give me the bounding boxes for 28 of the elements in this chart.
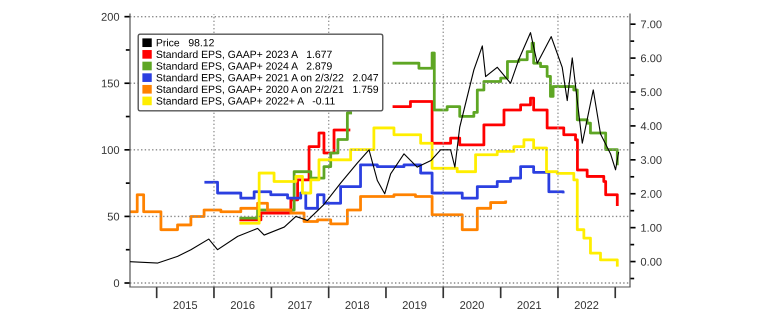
y2-tick-label: 4.00 — [640, 122, 662, 130]
y-tick-label: 150 — [102, 80, 120, 88]
x-tick-label: 2022 — [574, 301, 598, 310]
x-tick-label: 2018 — [345, 301, 370, 310]
legend-label: Standard EPS, GAAP+ 2021 A on 2/3/22 2.047 — [156, 74, 378, 83]
y-tick-label: 100 — [102, 146, 120, 154]
legend-label: Price 98.12 — [156, 38, 214, 46]
x-tick-label: 2020 — [460, 301, 484, 310]
line-series — [130, 32, 620, 264]
legend-label: Standard EPS, GAAP+ 2024 A 2.879 — [156, 62, 332, 71]
y-tick-label: 0 — [114, 279, 120, 288]
y-tick-label: 200 — [102, 12, 120, 21]
y-tick-label: 50 — [108, 212, 120, 221]
legend-label: Standard EPS, GAAP+ 2020 A on 2/2/21 1.759 — [156, 85, 378, 94]
y2-tick-label: 5.00 — [640, 88, 662, 96]
y2-tick-label: 0.00 — [640, 258, 662, 266]
y2-tick-label: 3.00 — [640, 156, 662, 164]
y2-tick-label: 6.00 — [640, 54, 662, 62]
x-tick-label: 2021 — [517, 301, 542, 310]
x-tick-label: 2019 — [402, 301, 426, 310]
x-tick-label: 2016 — [230, 301, 255, 310]
y2-tick-label: 1.00 — [641, 224, 662, 232]
x-tick-label: 2017 — [288, 301, 312, 310]
legend-label: Standard EPS, GAAP+ 2022+ A -0.11 — [156, 96, 335, 106]
legend-label: Standard EPS, GAAP+ 2023 A 1.677 — [156, 50, 332, 60]
y2-tick-label: 7.00 — [640, 20, 662, 28]
y2-tick-label: 2.00 — [640, 190, 662, 198]
x-tick-label: 2015 — [173, 301, 198, 310]
